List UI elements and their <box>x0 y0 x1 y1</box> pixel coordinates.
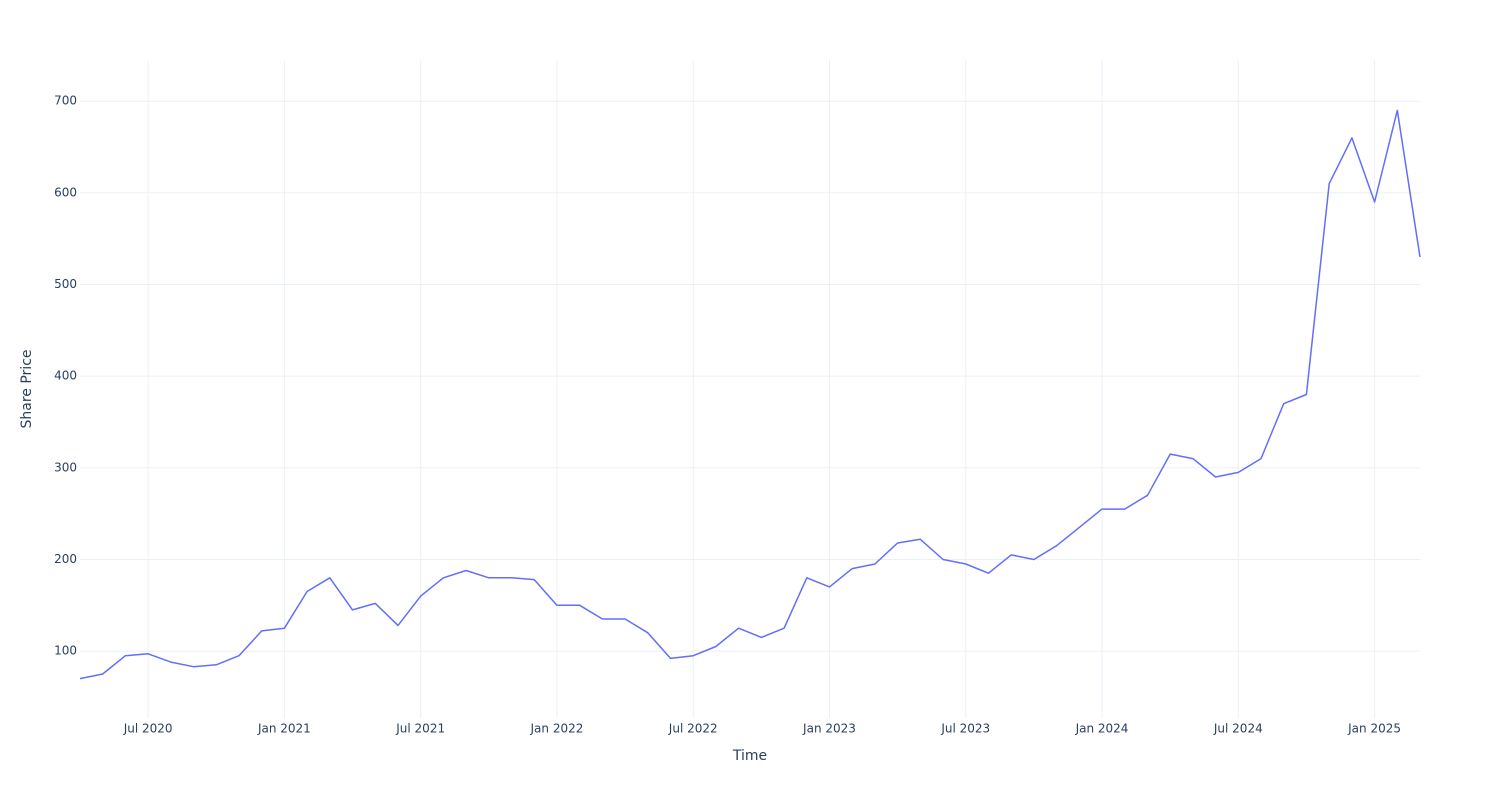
y-axis-title: Share Price <box>19 349 35 428</box>
x-tick-label: Jan 2023 <box>802 722 856 736</box>
x-tick-label: Jul 2023 <box>940 722 990 736</box>
x-tick-label: Jan 2025 <box>1347 722 1401 736</box>
y-tick-label: 200 <box>54 552 77 566</box>
y-tick-label: 100 <box>54 644 77 658</box>
y-tick-label: 600 <box>54 185 77 199</box>
x-tick-label: Jan 2021 <box>257 722 311 736</box>
x-axis-title: Time <box>732 748 767 764</box>
x-tick-label: Jul 2020 <box>123 722 173 736</box>
y-tick-label: 500 <box>54 277 77 291</box>
x-tick-label: Jul 2022 <box>668 722 718 736</box>
y-tick-label: 700 <box>54 94 77 108</box>
x-tick-label: Jan 2022 <box>530 722 584 736</box>
x-tick-label: Jul 2024 <box>1213 722 1263 736</box>
x-tick-label: Jan 2024 <box>1075 722 1129 736</box>
y-tick-label: 400 <box>54 369 77 383</box>
x-tick-label: Jul 2021 <box>395 722 445 736</box>
price-line <box>79 109 1421 680</box>
y-tick-label: 300 <box>54 460 77 474</box>
